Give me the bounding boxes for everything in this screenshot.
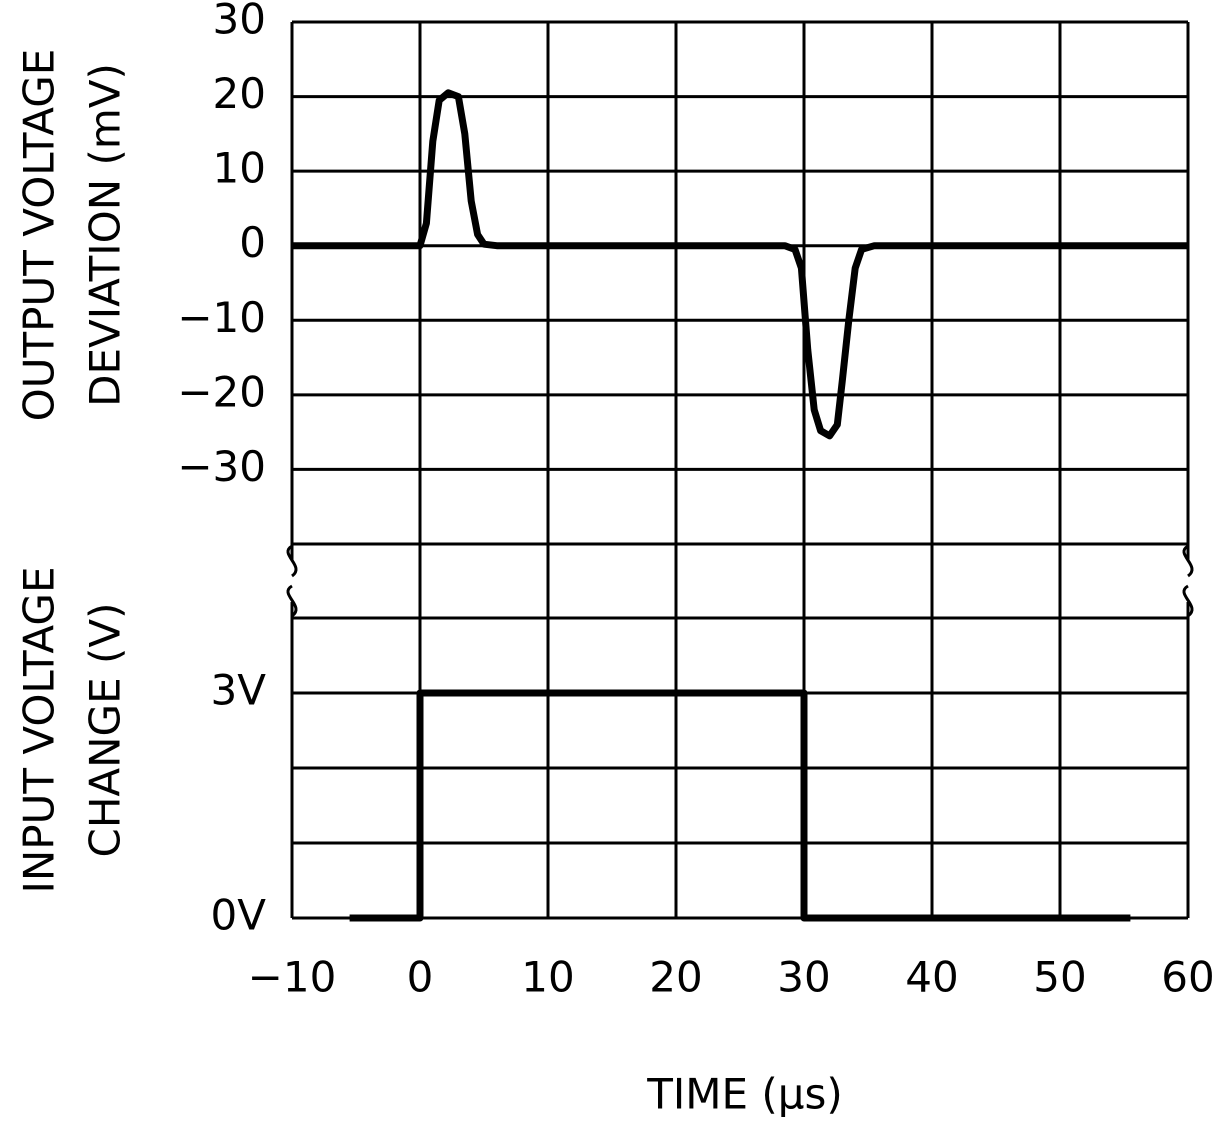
x-tick-label: −10: [248, 953, 337, 1002]
x-tick-label: 0: [407, 953, 434, 1002]
y-tick-label: 20: [213, 69, 266, 118]
y-tick-label: 0V: [211, 891, 267, 940]
y-axis-label: INPUT VOLTAGE: [15, 566, 64, 893]
y-axis-label: OUTPUT VOLTAGE: [15, 49, 64, 422]
y-tick-label: −10: [177, 293, 266, 342]
data-line: [292, 89, 1188, 440]
axis-break-gap: [288, 560, 296, 602]
axis-break: [286, 584, 298, 618]
x-tick-label: 40: [905, 953, 958, 1002]
y-tick-label: 3V: [211, 666, 267, 715]
x-tick-label: 50: [1033, 953, 1086, 1002]
y-tick-label: −20: [177, 367, 266, 416]
axis-break: [286, 544, 298, 578]
x-tick-label: 20: [649, 953, 702, 1002]
x-axis-label: TIME (μs): [646, 1070, 843, 1119]
y-tick-label: 0: [239, 218, 266, 267]
data-line: [349, 689, 1131, 922]
axis-break: [1182, 544, 1194, 578]
x-tick-label: 30: [777, 953, 830, 1002]
y-axis-label: DEVIATION (mV): [81, 63, 130, 407]
x-tick-label: 60: [1161, 953, 1214, 1002]
y-tick-label: 30: [213, 0, 266, 44]
y-axis-label: CHANGE (V): [81, 603, 130, 858]
axis-break-gap: [1184, 560, 1192, 602]
y-tick-label: 10: [213, 144, 266, 193]
axis-break: [1182, 584, 1194, 618]
y-tick-label: −30: [177, 442, 266, 491]
x-tick-label: 10: [521, 953, 574, 1002]
